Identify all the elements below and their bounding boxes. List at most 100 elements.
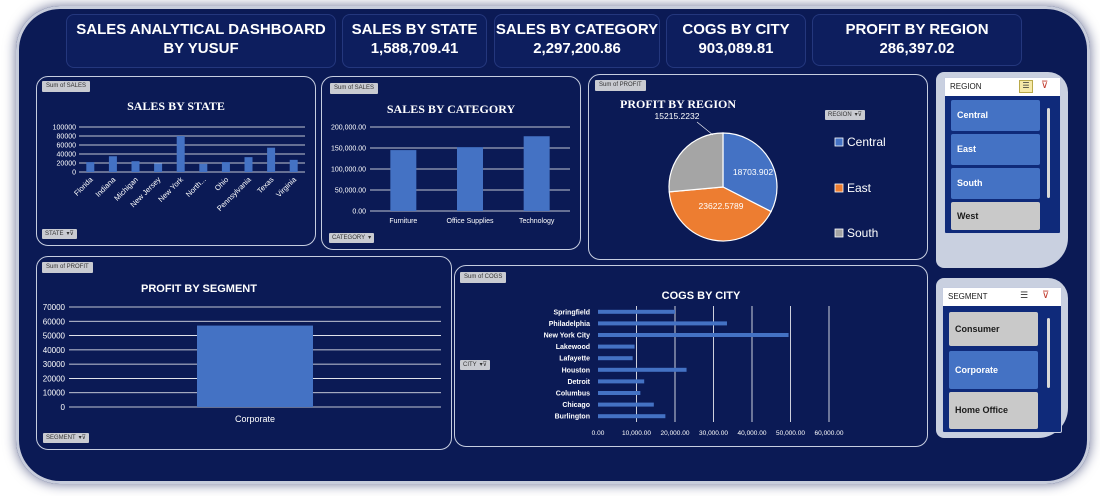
bar [457, 147, 483, 211]
slicer-item-central[interactable]: Central [951, 100, 1040, 131]
slicer-title: REGION [950, 82, 982, 91]
filter-label: SEGMENT [46, 435, 76, 441]
slicer-item-label: Consumer [955, 324, 1000, 334]
kpi-value: 2,297,200.86 [533, 40, 621, 57]
bar [176, 136, 185, 172]
cogs-by-city-chart: 0.00 10,000.00 20,000.00 30,000.00 40,000.00… [544, 306, 844, 437]
field-tag[interactable]: Sum of PROFIT [42, 262, 93, 273]
slicer-item-home-office[interactable]: Home Office [949, 392, 1038, 429]
legend-swatch [834, 183, 844, 193]
x-tick-label: Ohio [213, 175, 231, 193]
slicer-item-corporate[interactable]: Corporate [949, 351, 1038, 389]
y-tick-label: 10000 [43, 389, 66, 398]
x-tick-label: Texas [255, 175, 275, 195]
chart-title: SALES BY STATE [127, 99, 225, 113]
y-tick-label: 100,000.00 [331, 167, 366, 174]
y-tick-label: 60000 [57, 143, 77, 150]
dashboard-subtitle: BY YUSUF [163, 40, 239, 57]
field-tag[interactable]: Sum of PROFIT [595, 80, 646, 91]
slicer-item-west[interactable]: West [951, 202, 1040, 230]
kpi-label: SALES BY STATE [351, 21, 478, 38]
y-tick-label: New York City [544, 333, 591, 340]
x-tick-label: 50,000.00 [776, 430, 805, 437]
multi-select-icon[interactable]: ☰ [1020, 290, 1029, 300]
x-tick-label: Corporate [235, 414, 275, 424]
chart-title: PROFIT BY SEGMENT [141, 283, 257, 295]
kpi-label: COGS BY CITY [682, 21, 790, 38]
y-tick-label: 200,000.00 [331, 125, 366, 132]
x-tick-label: Virginia [274, 174, 299, 199]
state-filter-button[interactable]: STATE ▾⊽ [42, 229, 77, 239]
bar [86, 162, 95, 172]
y-tick-label: Chicago [562, 402, 590, 409]
chart-title: SALES BY CATEGORY [386, 102, 516, 116]
x-tick-label: 60,000.00 [815, 430, 844, 437]
bar [598, 356, 633, 361]
slicer-header: SEGMENT ☰ ⊽ [943, 288, 1061, 306]
field-tag[interactable]: Sum of SALES [330, 83, 379, 94]
y-tick-label: Springfield [553, 309, 590, 316]
legend-label: East [847, 181, 872, 195]
x-tick-label: Florida [72, 174, 95, 197]
clear-filter-icon[interactable]: ⊽ [1042, 290, 1050, 301]
filter-label: CATEGORY [332, 235, 366, 241]
field-tag[interactable]: Sum of SALES [42, 81, 91, 92]
bar [598, 333, 789, 337]
y-tick-label: Lafayette [559, 356, 590, 363]
slicer-scrollbar[interactable] [1047, 108, 1050, 198]
filter-label: CITY [463, 362, 477, 368]
slicer-scrollbar[interactable] [1047, 318, 1050, 388]
field-tag[interactable]: Sum of COGS [460, 272, 507, 283]
y-tick-label: 20000 [57, 161, 77, 168]
slicer-item-label: East [957, 144, 977, 154]
slicer-item-label: South [957, 178, 983, 188]
data-label: 23622.5789 [699, 201, 744, 211]
multi-select-icon[interactable]: ☰ [1019, 80, 1033, 93]
bar [154, 163, 163, 172]
kpi-cogs-by-city: COGS BY CITY 903,089.81 [666, 14, 806, 68]
filter-dropdown-icon: ▾ [368, 235, 372, 241]
y-tick-label: 30000 [43, 360, 66, 369]
y-tick-label: 100000 [53, 125, 76, 132]
y-tick-label: 0.00 [352, 209, 366, 216]
y-tick-label: 50000 [43, 332, 66, 341]
y-tick-label: Burlington [555, 414, 590, 421]
legend-swatch [834, 137, 844, 147]
bar [598, 367, 687, 372]
x-tick-label: Office Supplies [447, 218, 494, 225]
y-tick-label: Houston [562, 367, 590, 374]
bar [523, 136, 550, 211]
region-filter-button[interactable]: REGION ▾⊽ [825, 110, 866, 120]
kpi-label: SALES BY CATEGORY [495, 21, 659, 38]
slicer-item-consumer[interactable]: Consumer [949, 312, 1038, 346]
category-filter-button[interactable]: CATEGORY ▾ [329, 233, 375, 243]
x-tick-label: 30,000.00 [699, 430, 728, 437]
y-tick-label: 0 [72, 170, 76, 177]
slicer-title: SEGMENT [948, 292, 988, 301]
segment-filter-button[interactable]: SEGMENT ▾⊽ [43, 433, 90, 443]
profit-by-region-chart: 18703.902 23622.5789 15215.2232 Central East… [655, 111, 886, 242]
data-label: 15215.2232 [655, 111, 700, 121]
slicer-item-east[interactable]: East [951, 134, 1040, 165]
clear-filter-icon[interactable]: ⊽ [1041, 80, 1049, 91]
bar [267, 147, 276, 172]
filter-dropdown-icon: ▾⊽ [479, 362, 488, 368]
y-tick-label: Lakewood [556, 344, 590, 351]
slicer-item-south[interactable]: South [951, 168, 1040, 199]
kpi-value: 286,397.02 [879, 40, 955, 57]
city-filter-button[interactable]: CITY ▾⊽ [460, 360, 491, 370]
filter-dropdown-icon: ▾⊽ [78, 435, 87, 441]
slicer-item-label: Home Office [955, 405, 1009, 415]
bar [598, 321, 727, 326]
bar [598, 402, 654, 407]
bar [289, 159, 298, 172]
y-tick-label: Philadelphia [549, 321, 590, 328]
sales-by-category-chart: 0.00 50,000.00 100,000.00 150,000.00 200,000… [331, 125, 570, 225]
filter-label: STATE [45, 231, 64, 237]
y-tick-label: 150,000.00 [331, 146, 366, 153]
x-tick-label: 40,000.00 [738, 430, 767, 437]
region-slicer: REGION ☰ ⊽ Central East South West [944, 77, 1061, 234]
pie-slice [668, 132, 724, 193]
panel-cogs-by-city: Sum of COGS COGS BY CITY CITY ▾⊽ 0.00 10,0… [454, 265, 928, 447]
legend-swatch [834, 228, 844, 238]
